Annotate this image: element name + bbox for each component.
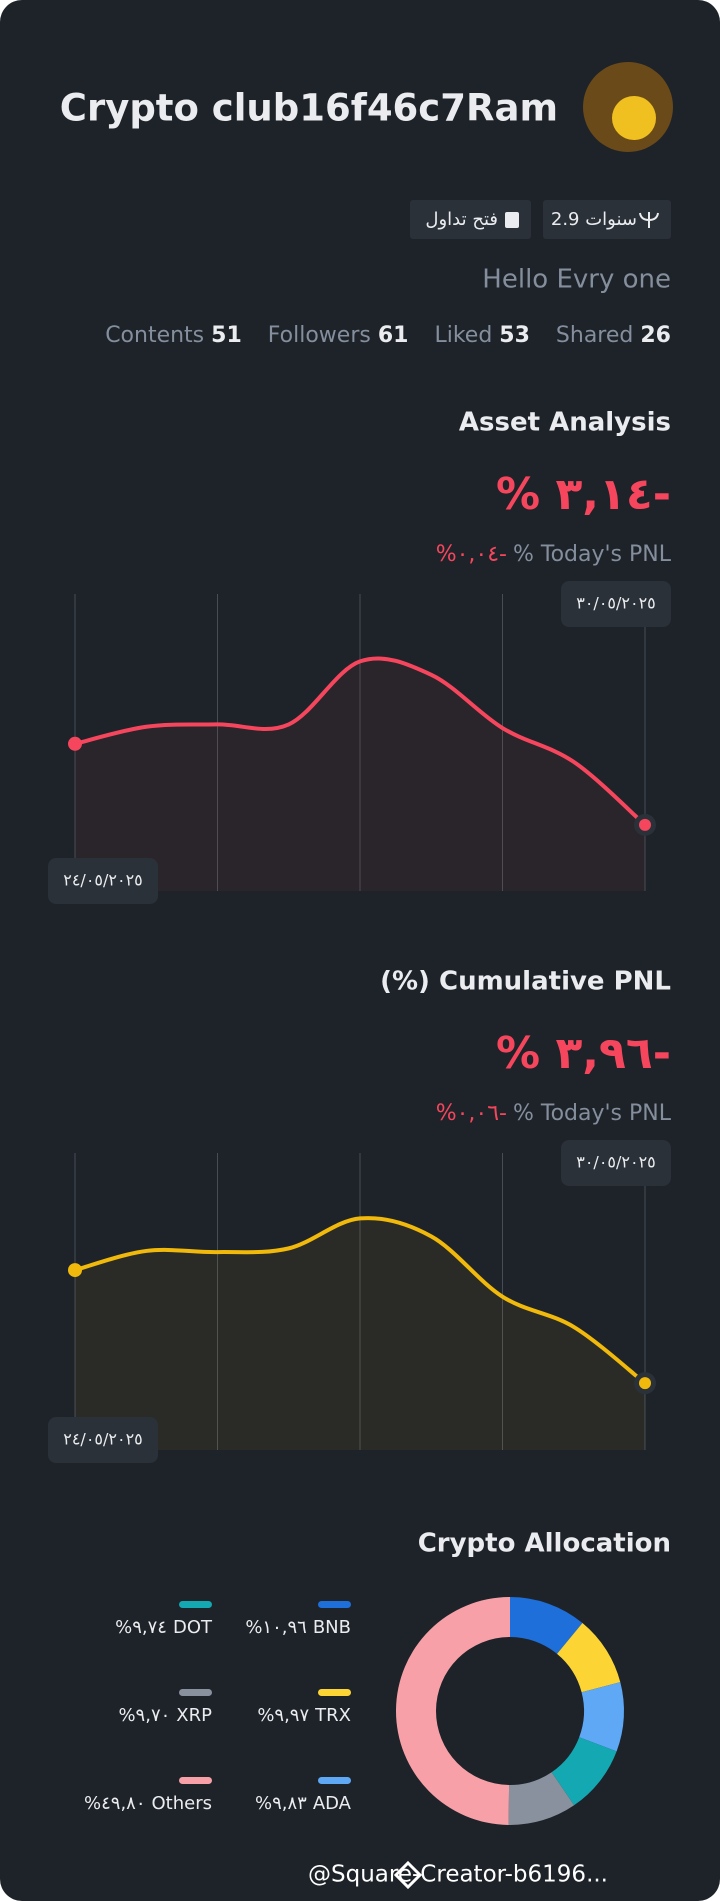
stats-row: Contents 51 Followers 61 Liked 53 Shared 26 bbox=[105, 323, 671, 348]
donut-segment bbox=[510, 1597, 583, 1654]
legend-swatch bbox=[318, 1601, 351, 1608]
legend-name: ADA bbox=[313, 1793, 352, 1814]
legend-name: DOT bbox=[173, 1617, 213, 1638]
today-value: %٠,٠٤- bbox=[436, 542, 507, 567]
legend-entry: %١٠,٩٦ BNB bbox=[245, 1617, 351, 1638]
stat-label: Shared bbox=[556, 323, 633, 348]
tag bbox=[410, 200, 531, 239]
legend-value: %٩,٧٤ bbox=[115, 1617, 167, 1638]
footer: @Square-Creator-b6196... bbox=[308, 1862, 608, 1888]
date-tooltip bbox=[561, 581, 671, 627]
stat-value: 61 bbox=[378, 323, 409, 348]
date-label: ٢٤/٠٥/٢٠٢٥ bbox=[63, 1430, 143, 1449]
legend-swatch bbox=[318, 1689, 351, 1696]
end-point bbox=[639, 818, 651, 831]
end-point bbox=[639, 1377, 651, 1390]
legend-swatch bbox=[179, 1777, 212, 1784]
section-title: Asset Analysis bbox=[459, 408, 671, 438]
donut-segment bbox=[395, 1597, 510, 1825]
legend-swatch bbox=[318, 1777, 351, 1784]
legend-value: %٩,٩٧ bbox=[257, 1705, 309, 1726]
tag-text: 2.9 سنوات bbox=[551, 209, 637, 230]
legend-entry: %٩,٧٠ XRP bbox=[118, 1705, 212, 1726]
tag bbox=[543, 200, 671, 239]
donut-segment bbox=[579, 1682, 624, 1752]
legend-entry: %٤٩,٨٠ Others bbox=[84, 1793, 212, 1814]
legend-value: %٤٩,٨٠ bbox=[84, 1793, 146, 1814]
legend-entry: %٩,٩٧ TRX bbox=[257, 1705, 351, 1726]
legend-swatch bbox=[179, 1689, 212, 1696]
avatar-coin bbox=[612, 96, 656, 140]
headline: % ٣,١٤- bbox=[496, 469, 671, 520]
footer-logo bbox=[393, 1860, 423, 1890]
donut-segment bbox=[508, 1772, 575, 1825]
profile-name: Crypto club16f46c7Ram bbox=[60, 87, 558, 130]
line-area bbox=[75, 1218, 645, 1450]
section-title: (%) Cumulative PNL bbox=[380, 967, 671, 997]
legend-entry: %٩,٨٣ ADA bbox=[255, 1793, 352, 1814]
today-label: % Today's PNL bbox=[513, 1101, 672, 1126]
line bbox=[74, 656, 647, 827]
today-pnl: %٠,٠٤-% Today's PNL bbox=[436, 542, 672, 567]
stat-value: 53 bbox=[499, 323, 530, 348]
tag-text: فتح تداول bbox=[425, 209, 498, 230]
stat-label: Contents bbox=[105, 323, 204, 348]
start-point bbox=[68, 736, 82, 751]
legend-value: %٩,٨٣ bbox=[255, 1793, 307, 1814]
date-label: ٣٠/٠٥/٢٠٢٥ bbox=[576, 594, 656, 613]
legend-value: %١٠,٩٦ bbox=[245, 1617, 307, 1638]
legend-name: Others bbox=[152, 1793, 213, 1814]
headline: % ٣,٩٦- bbox=[496, 1028, 671, 1079]
date-label: ٣٠/٠٥/٢٠٢٥ bbox=[576, 1153, 656, 1172]
donut-segment bbox=[551, 1737, 617, 1806]
tag-icon bbox=[505, 212, 519, 228]
donut-segment bbox=[557, 1622, 621, 1693]
legend-entry: %٩,٧٤ DOT bbox=[115, 1617, 213, 1638]
bio: Hello Evry one bbox=[482, 265, 671, 295]
date-tooltip bbox=[48, 1417, 158, 1463]
stat-value: 51 bbox=[211, 323, 242, 348]
line-area bbox=[75, 658, 645, 891]
legend-name: BNB bbox=[313, 1617, 351, 1638]
date-tooltip bbox=[561, 1140, 671, 1186]
tag-icon bbox=[639, 212, 659, 228]
legend-name: TRX bbox=[314, 1705, 351, 1726]
today-pnl: %٠,٠٦-% Today's PNL bbox=[436, 1101, 672, 1126]
legend-swatch bbox=[179, 1601, 212, 1608]
stat-value: 26 bbox=[640, 323, 671, 348]
legend-value: %٩,٧٠ bbox=[118, 1705, 170, 1726]
start-point bbox=[68, 1263, 82, 1278]
date-tooltip bbox=[48, 858, 158, 904]
stat-label: Liked bbox=[434, 323, 492, 348]
legend-name: XRP bbox=[176, 1705, 212, 1726]
section-title: Crypto Allocation bbox=[418, 1529, 671, 1559]
today-label: % Today's PNL bbox=[513, 542, 672, 567]
line bbox=[74, 1216, 647, 1385]
stat-label: Followers bbox=[268, 323, 371, 348]
today-value: %٠,٠٦- bbox=[436, 1101, 507, 1126]
date-label: ٢٤/٠٥/٢٠٢٥ bbox=[63, 871, 143, 890]
